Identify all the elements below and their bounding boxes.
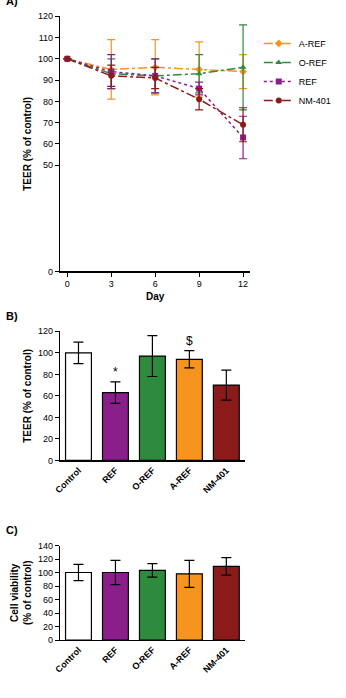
svg-text:12: 12 (238, 279, 248, 289)
svg-text:60: 60 (43, 391, 53, 401)
svg-text:70: 70 (43, 118, 53, 128)
svg-text:0: 0 (48, 635, 53, 645)
svg-text:110: 110 (39, 33, 53, 43)
svg-text:80: 80 (43, 581, 53, 591)
svg-text:100: 100 (38, 348, 53, 358)
svg-text:TEER (% of control): TEER (% of control) (22, 97, 33, 191)
svg-text:60: 60 (43, 139, 53, 149)
svg-text:0: 0 (48, 267, 53, 277)
svg-text:40: 40 (43, 413, 53, 423)
svg-text:NM-401: NM-401 (299, 96, 331, 106)
svg-text:A): A) (6, 0, 18, 7)
svg-text:120: 120 (38, 11, 53, 21)
svg-text:20: 20 (43, 434, 53, 444)
svg-text:20: 20 (43, 622, 53, 632)
svg-text:O-REF: O-REF (130, 645, 157, 672)
svg-text:80: 80 (43, 370, 53, 380)
svg-text:50: 50 (43, 160, 53, 170)
svg-text:$: $ (186, 334, 193, 348)
svg-text:0: 0 (65, 279, 70, 289)
svg-text:Cell viability(% of control): Cell viability(% of control) (9, 561, 33, 625)
svg-text:3: 3 (109, 279, 114, 289)
svg-text:A-REF: A-REF (167, 465, 194, 492)
svg-text:60: 60 (43, 595, 53, 605)
svg-text:0: 0 (48, 456, 53, 466)
svg-text:REF: REF (100, 645, 120, 665)
svg-text:REF: REF (100, 465, 120, 485)
svg-text:NM-401: NM-401 (201, 645, 231, 675)
svg-text:9: 9 (197, 279, 202, 289)
svg-text:C): C) (6, 524, 18, 536)
svg-text:REF: REF (299, 77, 318, 87)
svg-text:6: 6 (153, 279, 158, 289)
svg-text:B): B) (6, 310, 18, 322)
svg-text:100: 100 (38, 54, 53, 64)
svg-text:120: 120 (38, 326, 53, 336)
svg-text:Control: Control (53, 465, 83, 495)
svg-text:A-REF: A-REF (167, 645, 194, 672)
svg-text:A-REF: A-REF (299, 39, 327, 49)
svg-text:O-REF: O-REF (299, 58, 328, 68)
svg-text:O-REF: O-REF (130, 465, 157, 492)
svg-text:Day: Day (146, 291, 165, 302)
svg-text:*: * (113, 365, 118, 379)
svg-text:140: 140 (38, 541, 53, 551)
svg-text:100: 100 (38, 568, 53, 578)
svg-text:TEER (% of control): TEER (% of control) (22, 349, 33, 443)
svg-text:90: 90 (43, 75, 53, 85)
svg-text:NM-401: NM-401 (201, 465, 231, 495)
svg-text:Control: Control (53, 645, 83, 675)
svg-text:120: 120 (38, 554, 53, 564)
svg-text:40: 40 (43, 608, 53, 618)
svg-text:80: 80 (43, 97, 53, 107)
